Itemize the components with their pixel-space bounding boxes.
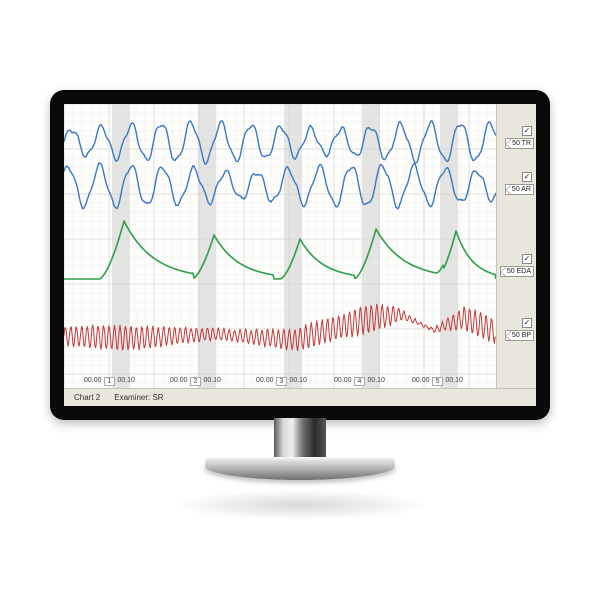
status-chart-label: Chart 2 xyxy=(74,393,100,402)
time-marker-2: 00.00200.10 xyxy=(170,377,221,386)
channel-checkbox-tr[interactable]: ✓ xyxy=(522,126,532,136)
time-right: 00.10 xyxy=(203,377,221,386)
event-number: 2 xyxy=(190,377,202,386)
channel-tag-ar[interactable]: 50 AR xyxy=(505,184,534,195)
channel-tag-tr[interactable]: 50 TR xyxy=(505,138,534,149)
time-right: 00.10 xyxy=(367,377,385,386)
chart-area: 00.00100.1000.00200.1000.00300.1000.0040… xyxy=(64,104,496,388)
time-marker-4: 00.00400.10 xyxy=(334,377,385,386)
time-left: 00.00 xyxy=(170,377,188,386)
channel-label-tr: ✓ 50 TR xyxy=(498,126,534,154)
screen: 00.00100.1000.00200.1000.00300.1000.0040… xyxy=(64,104,536,406)
monitor-base xyxy=(205,460,395,480)
event-number: 1 xyxy=(104,377,116,386)
time-left: 00.00 xyxy=(256,377,274,386)
event-number: 3 xyxy=(276,377,288,386)
channel-label-bp: ✓ 50 BP xyxy=(498,318,534,346)
status-bar: Chart 2 Examiner: SR xyxy=(64,388,536,406)
time-right: 00.10 xyxy=(117,377,135,386)
channel-tag-eda[interactable]: 50 EDA xyxy=(500,266,534,277)
time-marker-1: 00.00100.10 xyxy=(84,377,135,386)
monitor-shadow xyxy=(170,490,430,520)
channel-tag-bp[interactable]: 50 BP xyxy=(505,330,534,341)
event-number: 4 xyxy=(354,377,366,386)
channel-label-ar: ✓ 50 AR xyxy=(498,172,534,200)
channel-checkbox-eda[interactable]: ✓ xyxy=(522,254,532,264)
event-number: 5 xyxy=(432,377,444,386)
time-left: 00.00 xyxy=(412,377,430,386)
time-marker-5: 00.00500.10 xyxy=(412,377,463,386)
time-right: 00.10 xyxy=(445,377,463,386)
time-right: 00.10 xyxy=(289,377,307,386)
channel-checkbox-ar[interactable]: ✓ xyxy=(522,172,532,182)
status-examiner-label: Examiner: SR xyxy=(114,393,163,402)
time-marker-3: 00.00300.10 xyxy=(256,377,307,386)
time-left: 00.00 xyxy=(334,377,352,386)
channel-label-eda: ✓ 50 EDA xyxy=(498,254,534,282)
monitor-bezel: 00.00100.1000.00200.1000.00300.1000.0040… xyxy=(50,90,550,420)
channel-checkbox-bp[interactable]: ✓ xyxy=(522,318,532,328)
time-left: 00.00 xyxy=(84,377,102,386)
channel-sidebar: ✓ 50 TR ✓ 50 AR ✓ 50 EDA ✓ 50 BP xyxy=(496,104,536,388)
polygraph-plot xyxy=(64,104,496,388)
